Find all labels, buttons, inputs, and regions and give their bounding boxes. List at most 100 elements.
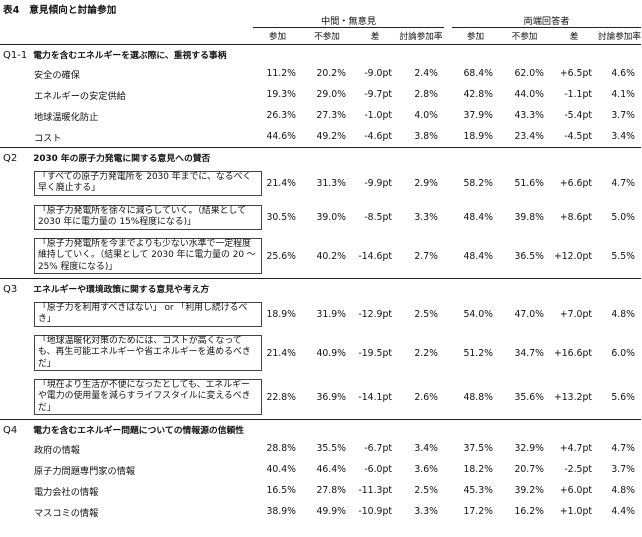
value-cell: 4.7% [611,443,635,454]
value-cell: 22.8% [266,391,296,403]
value-cell: 2.4% [414,68,438,79]
row-label-cell: 「すべての原子力発電所を 2030 年までに、なるべく早く廃止する」 [0,166,262,200]
row-label: エネルギーの安定供給 [34,90,126,102]
value-cell: 16.2% [514,506,544,517]
question-text: 電力を含むエネルギーを選ぶ際に、重視する事柄 [33,50,227,61]
value-cell: +6.6pt [559,177,592,189]
value-cell: 3.3% [414,506,438,517]
row-label: 「原子力を利用すべきはない」 or 「利用し続けるべき」 [34,301,262,327]
value-cell: -6.7pt [364,443,392,454]
value-cell: -4.6pt [364,131,392,142]
row-label: 安全の確保 [34,69,80,81]
section-header-row: Q4 電力を含むエネルギー問題についての情報源の信頼性 [0,419,641,438]
value-cell: 51.2% [463,347,493,359]
value-cell: +6.0pt [559,485,592,496]
value-cell: +8.6pt [559,211,592,223]
question-id: Q2 [3,152,18,164]
value-cell: 35.6% [514,391,544,403]
value-cell: -9.7pt [364,89,392,100]
value-cell: 68.4% [463,68,493,79]
table-row: 地球温暖化防止 26.3% 27.3% -1.0pt 4.0% 37.9% 43.3% -5.… [0,105,641,126]
table-row: 電力会社の情報 16.5% 27.8% -11.3pt 2.5% 45.3% 39.2% +6… [0,480,641,501]
value-cell: 43.3% [514,110,544,121]
value-cell: 4.6% [611,68,635,79]
spacer-cell [444,331,452,375]
col-header: 討論参加率 [398,28,444,45]
value-cell: 5.0% [611,211,635,223]
col-header: 討論参加率 [598,28,641,45]
spacer-cell [444,105,452,126]
value-cell: 30.5% [266,211,296,223]
value-cell: 18.9% [266,308,296,320]
table-row: 政府の情報 28.8% 35.5% -6.7pt 3.4% 37.5% 32.9% +4.7p… [0,438,641,459]
value-cell: 34.7% [514,347,544,359]
value-cell: -1.0pt [364,110,392,121]
value-cell: 48.4% [463,211,493,223]
value-cell: 20.7% [514,464,544,475]
opinion-participation-table: 中間・無意見 両端回答者 参加 不参加 差 討論参加率 参加 不参加 差 討論参… [0,13,641,522]
value-cell: 31.3% [316,177,346,189]
value-cell: 11.2% [266,68,296,79]
value-cell: 46.4% [316,464,346,475]
col-header: 差 [352,28,398,45]
value-cell: +16.6pt [553,347,592,359]
value-cell: 29.0% [316,89,346,100]
col-header: 不参加 [499,28,550,45]
table-row: 「地球温暖化対策のためには、コストが高くなっても、再生可能エネルギーや省エネルギ… [0,331,641,375]
value-cell: 27.8% [316,485,346,496]
table-title: 表4 意見傾向と討論参加 [3,5,117,16]
spacer-cell [444,126,452,148]
row-label-cell: 地球温暖化防止 [0,105,253,126]
question-id: Q4 [3,424,18,436]
value-cell: 44.6% [266,131,296,142]
value-cell: 2.8% [414,89,438,100]
value-cell: 3.7% [611,110,635,121]
value-cell: 23.4% [514,131,544,142]
value-cell: 19.3% [266,89,296,100]
value-cell: -4.5pt [564,131,592,142]
col-header: 不参加 [302,28,352,45]
value-cell: 2.7% [414,250,438,262]
row-label-cell: 「原子力発電所を徐々に減らしていく。（結果として 2030 年に電力量の 15%… [0,200,262,234]
row-label-cell: 「原子力発電所を今までよりも少ない水準で一定程度維持していく。（結果として 20… [0,234,262,279]
row-label-cell: コスト [0,126,253,148]
question-text: 2030 年の原子力発電に関する意見への賛否 [33,153,211,164]
value-cell: 2.6% [414,391,438,403]
value-cell: 4.4% [611,506,635,517]
value-cell: 37.9% [463,110,493,121]
value-cell: -8.5pt [364,211,392,223]
spacer-cell [444,459,452,480]
group-header-extreme: 両端回答者 [452,13,641,28]
section-header-row: Q1-1 電力を含むエネルギーを選ぶ際に、重視する事柄 [0,45,641,64]
value-cell: 35.5% [316,443,346,454]
value-cell: 39.0% [316,211,346,223]
section-header-row: Q2 2030 年の原子力発電に関する意見への賛否 [0,147,641,166]
row-label-cell: 電力会社の情報 [0,480,253,501]
value-cell: +12.0pt [553,250,592,262]
value-cell: +1.0pt [559,506,592,517]
value-cell: 6.0% [611,347,635,359]
value-cell: 39.8% [514,211,544,223]
value-cell: 21.4% [266,347,296,359]
value-cell: 20.2% [316,68,346,79]
value-cell: 44.0% [514,89,544,100]
question-id: Q1-1 [3,49,28,61]
value-cell: 26.3% [266,110,296,121]
value-cell: +4.7pt [559,443,592,454]
row-label-cell: 「地球温暖化対策のためには、コストが高くなっても、再生可能エネルギーや省エネルギ… [0,331,262,375]
value-cell: 4.1% [611,89,635,100]
table-row: コスト 44.6% 49.2% -4.6pt 3.8% 18.9% 23.4% -4.5pt 3… [0,126,641,148]
value-cell: -6.0pt [364,464,392,475]
value-cell: +13.2pt [553,391,592,403]
col-header: 参加 [452,28,499,45]
value-cell: 4.8% [611,485,635,496]
row-label-cell: 政府の情報 [0,438,253,459]
value-cell: 3.4% [414,443,438,454]
value-cell: -14.6pt [358,250,392,262]
value-cell: 39.2% [514,485,544,496]
table-row: 「原子力発電所を今までよりも少ない水準で一定程度維持していく。（結果として 20… [0,234,641,279]
row-label: 「原子力発電所を今までよりも少ない水準で一定程度維持していく。（結果として 20… [34,237,262,275]
table-row: 「現在より生活が不便になったとしても、エネルギーや電力の使用量を減らすライフスタ… [0,375,641,420]
table-row: エネルギーの安定供給 19.3% 29.0% -9.7pt 2.8% 42.8% 44.0%… [0,84,641,105]
value-cell: 2.2% [414,347,438,359]
